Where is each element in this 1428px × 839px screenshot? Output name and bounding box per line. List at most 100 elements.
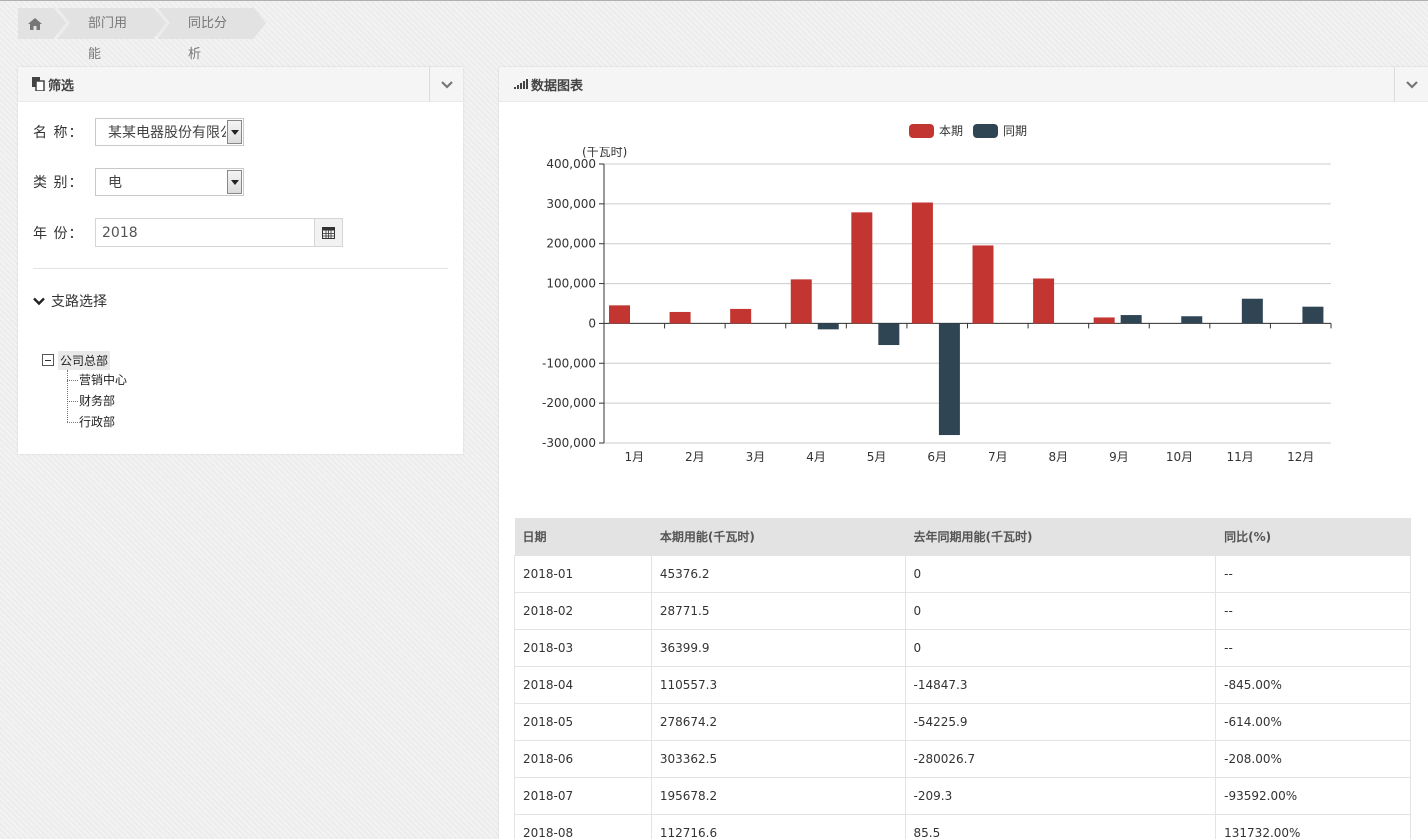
table-cell: 2018-08 (514, 813, 652, 839)
breadcrumb-item-yoy-analysis[interactable]: 同比分析 (158, 8, 266, 62)
name-row: 名 称： 某某电器股份有限公司 (33, 118, 244, 146)
table-cell: -54225.9 (904, 702, 1217, 740)
y-axis-unit-label: (千瓦时) (582, 147, 627, 159)
table-row: 2018-05 278674.2 -54225.9 -614.00% (514, 702, 1411, 740)
table-cell: -208.00% (1215, 739, 1411, 777)
legend-label: 同期 (1003, 124, 1028, 138)
calendar-button[interactable] (315, 218, 343, 247)
bar-current (730, 308, 752, 324)
table-cell: 2018-06 (514, 739, 652, 777)
legend-swatch (909, 123, 934, 138)
table-cell: 2018-04 (514, 665, 652, 703)
bar-current (609, 305, 630, 324)
bar-signal-icon (514, 79, 528, 89)
tree-node-child[interactable]: 财务部 (42, 391, 127, 412)
table-header: 同比(%) (1215, 518, 1411, 555)
y-tick-label: 200,000 (546, 237, 596, 251)
category-select[interactable]: 电 (95, 168, 244, 196)
chevron-down-icon (440, 80, 453, 89)
y-tick-label: -100,000 (542, 356, 596, 370)
breadcrumb: 部门用能 同比分析 (18, 8, 266, 62)
name-label: 名 称： (33, 125, 84, 141)
tree-connector (67, 370, 68, 422)
bar-previous (938, 323, 960, 436)
x-tick-label: 8月 (1049, 450, 1069, 464)
chevron-down-icon (1405, 80, 1418, 89)
table-cell: 110557.3 (650, 665, 906, 703)
breadcrumb-item-department-energy[interactable]: 部门用能 (58, 8, 166, 62)
calendar-icon (322, 227, 335, 239)
category-row: 类 别： 电 (33, 168, 244, 196)
table-cell: 195678.2 (650, 776, 906, 814)
chart-panel-collapse-button[interactable] (1394, 67, 1428, 102)
collapse-icon[interactable] (42, 354, 54, 366)
bar-previous (878, 323, 900, 346)
x-tick-label: 9月 (1109, 450, 1129, 464)
x-tick-label: 6月 (927, 450, 947, 464)
table-cell: 2018-03 (514, 628, 652, 666)
breadcrumb-home[interactable] (18, 8, 66, 39)
filter-panel-title: 筛选 (48, 78, 75, 94)
bar-current (972, 245, 994, 324)
bar-previous (1241, 298, 1263, 324)
dropdown-arrow-icon (227, 120, 242, 144)
table-row: 2018-08 112716.6 85.5 131732.00% (514, 813, 1411, 839)
x-tick-label: 5月 (867, 450, 887, 464)
chart-panel-header: 数据图表 (499, 67, 1428, 102)
tree-node-child[interactable]: 行政部 (42, 412, 127, 433)
year-input[interactable]: 2018 (95, 218, 315, 247)
home-icon (28, 17, 42, 30)
tree-node-label[interactable]: 公司总部 (58, 350, 111, 370)
table-cell: -280026.7 (904, 739, 1217, 777)
tree-node-child[interactable]: 营销中心 (42, 370, 127, 391)
y-tick-label: 300,000 (546, 197, 596, 211)
chart-legend: 本期 同期 (909, 122, 1037, 139)
y-tick-label: -200,000 (542, 396, 596, 410)
bar-current (911, 202, 933, 324)
name-select[interactable]: 某某电器股份有限公司 (95, 118, 244, 146)
table-cell: 2018-05 (514, 702, 652, 740)
legend-item-previous[interactable]: 同期 (973, 122, 1027, 139)
table-cell: -614.00% (1215, 702, 1411, 740)
bar-previous (1181, 316, 1203, 324)
category-label: 类 别： (33, 175, 84, 191)
bar-chart: (千瓦时)400,000 300,000 200,000 100,000 0 -100,0… (542, 147, 1332, 464)
legend-item-current[interactable]: 本期 (909, 122, 963, 139)
legend-swatch (973, 123, 999, 138)
y-tick-label: 400,000 (546, 157, 596, 171)
legend-label: 本期 (939, 124, 964, 138)
table-cell: 2018-07 (514, 776, 652, 814)
x-tick-label: 2月 (685, 450, 705, 464)
table-cell: 36399.9 (650, 628, 906, 666)
year-label: 年 份： (33, 225, 84, 242)
table-cell: -- (1215, 554, 1411, 592)
bar-current (851, 212, 873, 324)
tree-node-root[interactable]: 公司总部 (42, 350, 127, 370)
table-header: 日期 (514, 518, 652, 555)
branch-select-title: 支路选择 (51, 294, 107, 310)
x-tick-label: 1月 (624, 450, 644, 464)
bar-previous (1302, 306, 1324, 324)
table-cell: -- (1215, 591, 1411, 629)
table-header: 去年同期用能(千瓦时) (905, 518, 1217, 555)
filter-panel: 筛选 名 称： 某某电器股份有限公司 类 别： 电 年 份： 2018 (18, 67, 463, 454)
table-cell: -845.00% (1215, 665, 1411, 703)
table-row: 2018-04 110557.3 -14847.3 -845.00% (514, 665, 1411, 703)
dropdown-arrow-icon (227, 170, 242, 194)
table-row: 2018-03 36399.9 0 -- (514, 628, 1411, 666)
chart-panel: 数据图表 本期 同期 (千瓦时) 400,000 300,000 200,000 100… (499, 67, 1428, 839)
filter-panel-collapse-button[interactable] (429, 67, 463, 102)
bar-previous (817, 323, 839, 330)
table-cell: 2018-02 (514, 591, 652, 629)
branch-select-toggle[interactable]: 支路选择 (33, 291, 107, 311)
copy-icon (32, 77, 45, 91)
table-cell: -14847.3 (904, 665, 1217, 703)
table-cell: 28771.5 (650, 591, 906, 629)
table-cell: 0 (904, 591, 1217, 629)
x-tick-label: 4月 (806, 450, 826, 464)
bar-current (1093, 317, 1115, 324)
table-row: 2018-07 195678.2 -209.3 -93592.00% (514, 776, 1411, 814)
chart-panel-title: 数据图表 (531, 78, 584, 94)
category-select-value: 电 (108, 175, 122, 191)
table-cell: 303362.5 (650, 739, 906, 777)
